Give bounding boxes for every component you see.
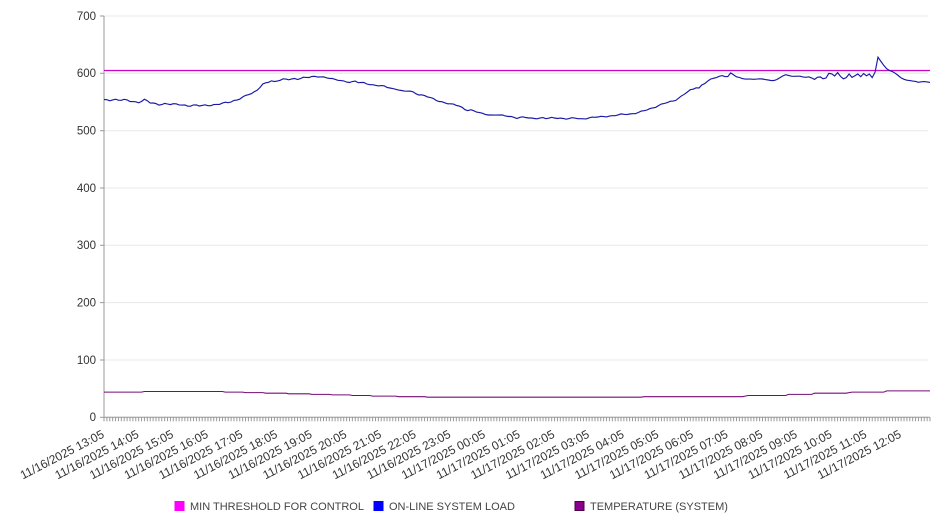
svg-text:0: 0 [90, 412, 96, 424]
svg-text:100: 100 [77, 355, 96, 367]
svg-text:TEMPERATURE (SYSTEM): TEMPERATURE (SYSTEM) [590, 501, 728, 513]
svg-text:700: 700 [77, 11, 96, 23]
svg-text:300: 300 [77, 240, 96, 252]
svg-text:500: 500 [77, 126, 96, 138]
svg-text:200: 200 [77, 297, 96, 309]
svg-text:MIN THRESHOLD FOR CONTROL: MIN THRESHOLD FOR CONTROL [190, 501, 364, 513]
svg-text:400: 400 [77, 183, 96, 195]
svg-text:600: 600 [77, 68, 96, 80]
svg-text:ON-LINE SYSTEM LOAD: ON-LINE SYSTEM LOAD [389, 501, 515, 513]
